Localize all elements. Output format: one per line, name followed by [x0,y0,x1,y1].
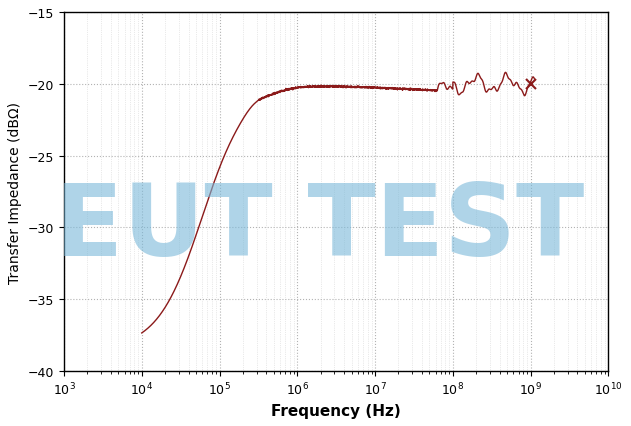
X-axis label: Frequency (Hz): Frequency (Hz) [271,403,401,417]
Text: EUT TEST: EUT TEST [56,179,584,276]
Y-axis label: Transfer Impedance (dBΩ): Transfer Impedance (dBΩ) [8,101,22,283]
